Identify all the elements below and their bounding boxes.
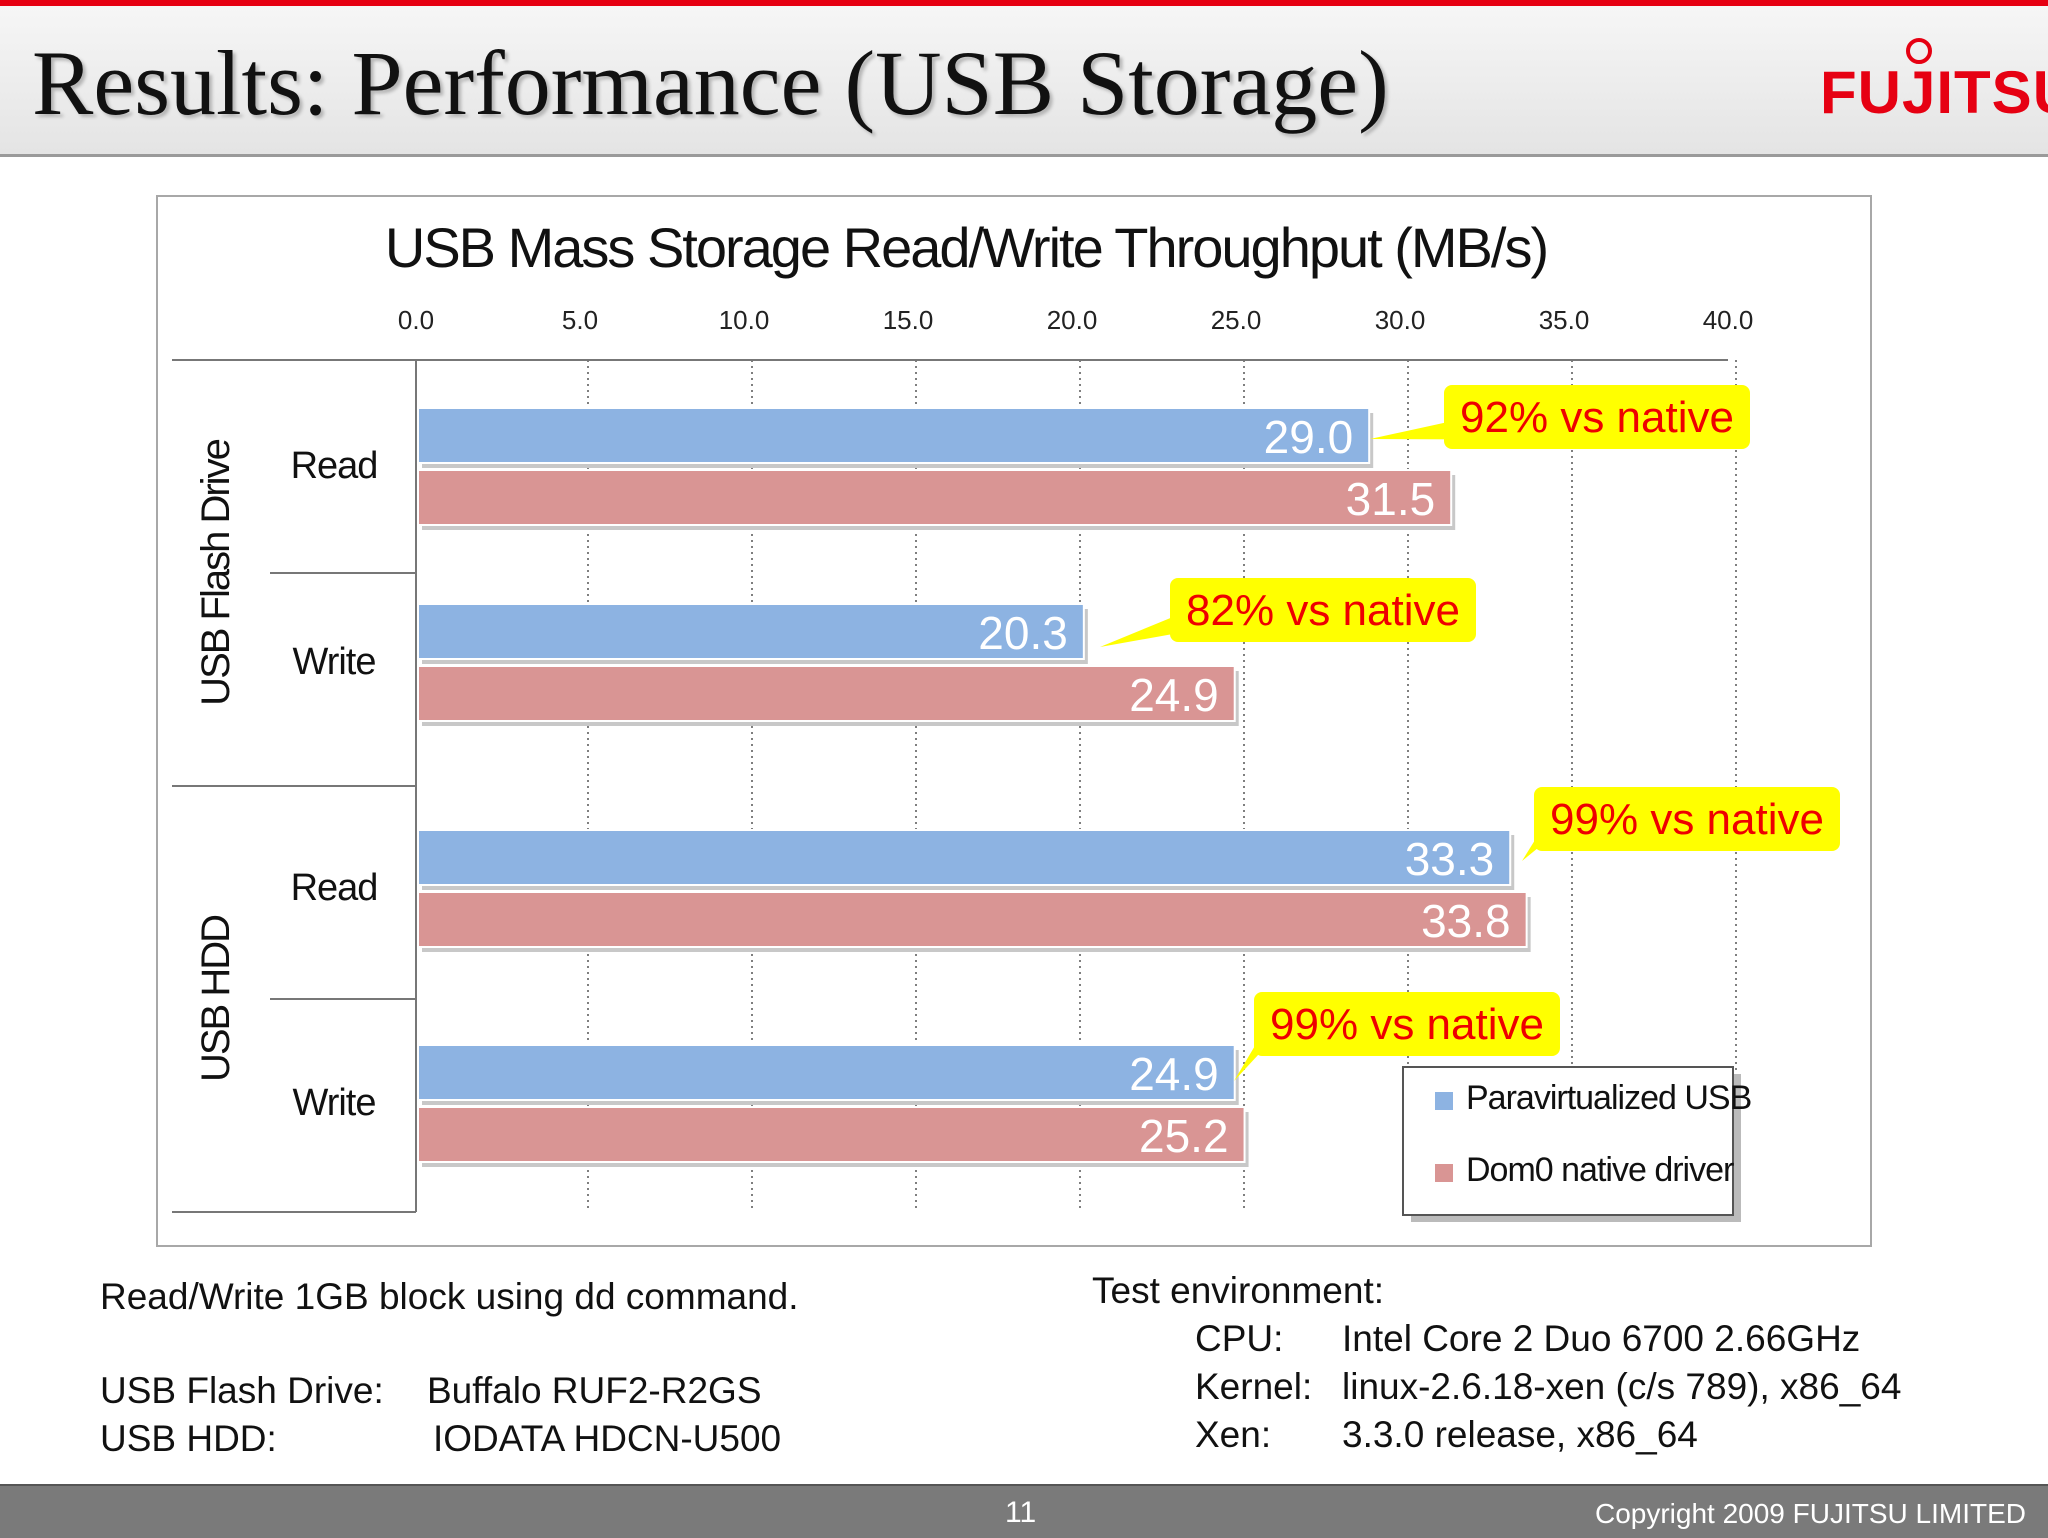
bar-chart: USB Mass Storage Read/Write Throughput (… — [172, 216, 1840, 1222]
callout-pointer — [1100, 613, 1182, 647]
x-tick-label: 20.0 — [1047, 305, 1098, 335]
x-tick-label: 30.0 — [1375, 305, 1426, 335]
hdd-value: IODATA HDCN-U500 — [433, 1418, 782, 1459]
hdd-label: USB HDD: — [100, 1418, 277, 1459]
page-number: 11 — [1005, 1496, 1037, 1529]
title-band: Results: Performance (USB Storage) FUJIT… — [0, 6, 2048, 157]
bar-value-label: 24.9 — [1129, 1048, 1219, 1100]
flash-drive-value: Buffalo RUF2-R2GS — [427, 1370, 762, 1411]
bar-value-label: 33.3 — [1405, 833, 1495, 885]
bar-value-label: 29.0 — [1264, 411, 1354, 463]
row-label: Write — [293, 641, 376, 683]
callout-label: 99% vs native — [1550, 795, 1824, 844]
callout-box — [1254, 992, 1560, 1056]
bar — [417, 829, 1512, 886]
legend-swatch — [1435, 1164, 1453, 1182]
slide-title: Results: Performance (USB Storage) — [32, 32, 1389, 134]
legend-label: Paravirtualized USB — [1466, 1079, 1751, 1117]
copyright: Copyright 2009 FUJITSU LIMITED — [1594, 1498, 2026, 1529]
legend-swatch — [1435, 1092, 1453, 1110]
method-note: Read/Write 1GB block using dd command. — [100, 1276, 799, 1317]
bar-value-label: 31.5 — [1346, 473, 1436, 525]
footer-bar: 11 Copyright 2009 FUJITSU LIMITED — [0, 1484, 2048, 1538]
bar — [417, 1106, 1246, 1163]
top-accent-rule — [0, 0, 2048, 6]
bar-value-label: 25.2 — [1139, 1110, 1229, 1162]
legend-label: Dom0 native driver — [1466, 1151, 1734, 1189]
bar — [417, 469, 1453, 526]
env-xen-value: 3.3.0 release, x86_64 — [1342, 1414, 1698, 1455]
group-label: USB HDD — [194, 916, 238, 1082]
bar — [417, 407, 1371, 464]
env-xen-label: Xen: — [1195, 1414, 1272, 1455]
chart-frame: USB Mass Storage Read/Write Throughput (… — [156, 195, 1872, 1247]
bar-value-label: 20.3 — [978, 607, 1068, 659]
callout-label: 82% vs native — [1186, 586, 1460, 635]
bar — [417, 665, 1236, 722]
fujitsu-logo: FUJITSU — [1820, 59, 2048, 126]
legend-box — [1402, 1066, 1734, 1216]
callout-box — [1534, 787, 1840, 851]
env-kernel-label: Kernel: — [1195, 1366, 1313, 1407]
callout-pointer — [1370, 420, 1456, 440]
callout-box — [1444, 385, 1750, 449]
x-tick-label: 15.0 — [883, 305, 934, 335]
callout-label: 92% vs native — [1460, 393, 1734, 442]
env-cpu-label: CPU: — [1195, 1318, 1284, 1359]
x-tick-label: 0.0 — [398, 305, 434, 335]
group-label: USB Flash Drive — [194, 439, 238, 705]
row-label: Read — [291, 445, 378, 487]
env-kernel-value: linux-2.6.18-xen (c/s 789), x86_64 — [1342, 1366, 1902, 1407]
x-tick-label: 35.0 — [1539, 305, 1590, 335]
callout-box — [1170, 578, 1476, 642]
flash-drive-label: USB Flash Drive: — [100, 1370, 384, 1411]
x-tick-label: 5.0 — [562, 305, 598, 335]
bar — [417, 603, 1085, 660]
bar — [417, 1044, 1236, 1101]
env-cpu-value: Intel Core 2 Duo 6700 2.66GHz — [1342, 1318, 1861, 1359]
row-label: Write — [293, 1082, 376, 1124]
bar-value-label: 24.9 — [1129, 669, 1219, 721]
callout-label: 99% vs native — [1270, 1000, 1544, 1049]
test-env-title: Test environment: — [1092, 1270, 1385, 1311]
x-tick-label: 40.0 — [1703, 305, 1754, 335]
bar-value-label: 33.8 — [1421, 895, 1511, 947]
chart-title: USB Mass Storage Read/Write Throughput (… — [385, 216, 1547, 279]
bar — [417, 891, 1528, 948]
x-tick-label: 10.0 — [719, 305, 770, 335]
fujitsu-logo-mark-icon — [1906, 38, 1932, 64]
x-tick-label: 25.0 — [1211, 305, 1262, 335]
row-label: Read — [291, 867, 378, 909]
